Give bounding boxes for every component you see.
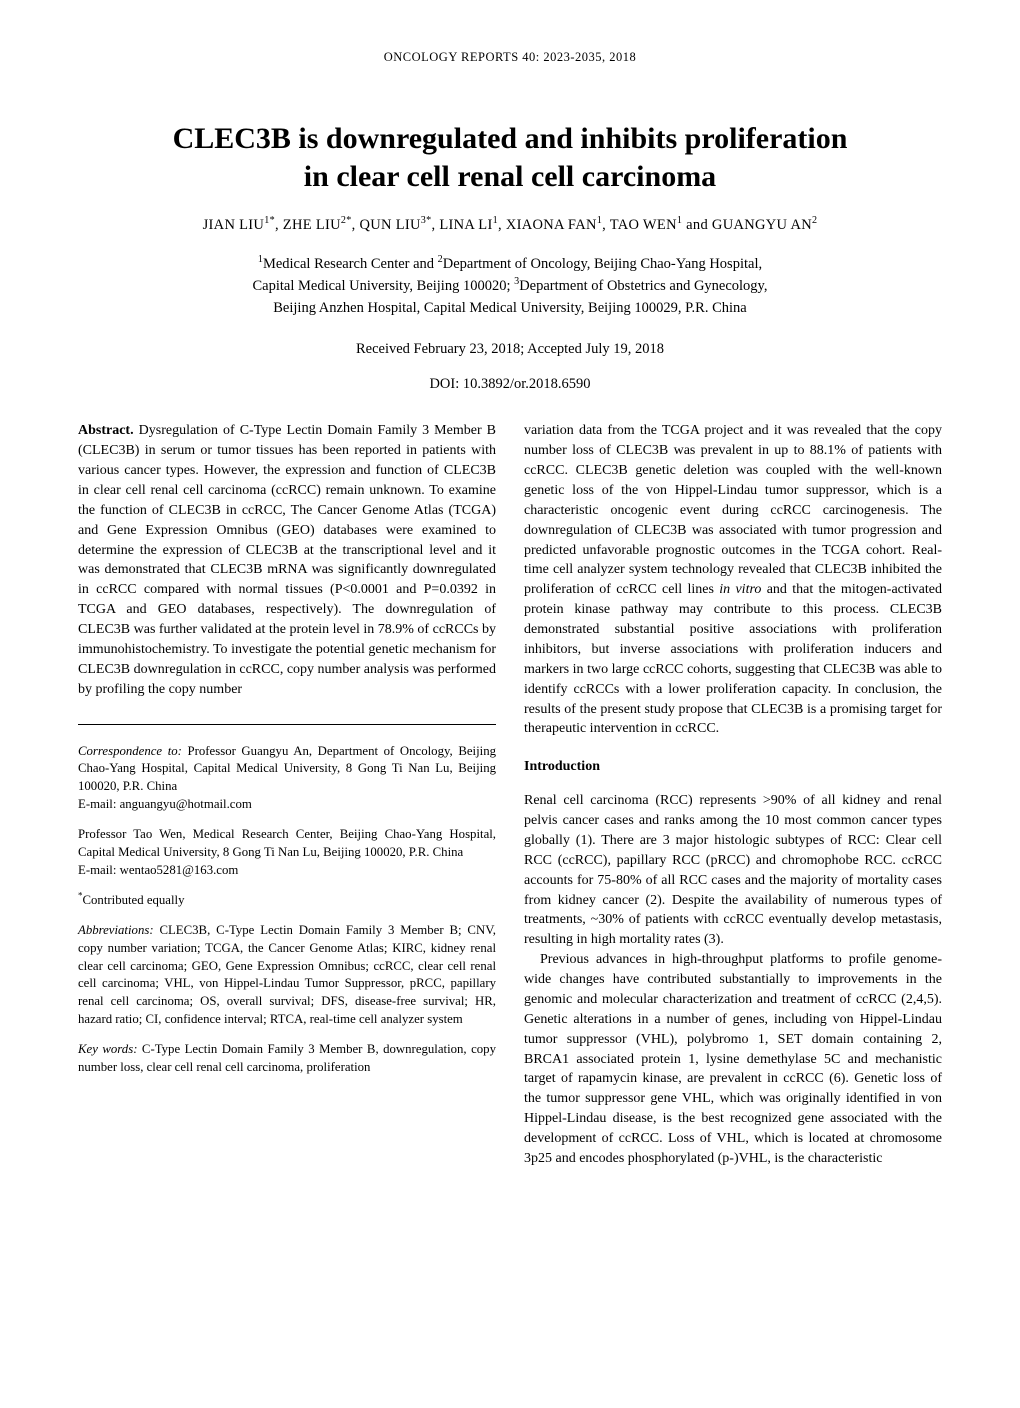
intro-paragraph-2: Previous advances in high-throughput pla… (524, 950, 942, 1169)
divider-line (78, 724, 496, 725)
correspondence-2: Professor Tao Wen, Medical Research Cent… (78, 826, 496, 880)
affiliations: 1Medical Research Center and 2Department… (78, 254, 942, 319)
keywords-label: Key words: (78, 1042, 137, 1056)
intro-paragraph-1: Renal cell carcinoma (RCC) represents >9… (524, 791, 942, 950)
contributed-equally-text: Contributed equally (82, 893, 184, 907)
title-line-1: CLEC3B is downregulated and inhibits pro… (173, 122, 848, 155)
correspondence-2-body: Professor Tao Wen, Medical Research Cent… (78, 827, 496, 859)
authors-list: JIAN LIU1*, ZHE LIU2*, QUN LIU3*, LINA L… (78, 217, 942, 234)
two-column-body: Abstract. Dysregulation of C-Type Lectin… (78, 421, 942, 1169)
title-line-2: in clear cell renal cell carcinoma (304, 160, 716, 193)
introduction-heading: Introduction (524, 757, 942, 777)
correspondence-label: Correspondence to: (78, 744, 182, 758)
correspondence-1-email: E-mail: anguangyu@hotmail.com (78, 797, 252, 811)
correspondence-2-email: E-mail: wentao5281@163.com (78, 863, 238, 877)
keywords-body: C-Type Lectin Domain Family 3 Member B, … (78, 1042, 496, 1074)
keywords: Key words: C-Type Lectin Domain Family 3… (78, 1041, 496, 1077)
correspondence-block: Correspondence to: Professor Guangyu An,… (78, 743, 496, 1078)
abbreviations-body: CLEC3B, C-Type Lectin Domain Family 3 Me… (78, 923, 496, 1027)
abstract-paragraph: Abstract. Dysregulation of C-Type Lectin… (78, 421, 496, 699)
doi: DOI: 10.3892/or.2018.6590 (78, 376, 942, 393)
left-column: Abstract. Dysregulation of C-Type Lectin… (78, 421, 496, 1169)
article-title: CLEC3B is downregulated and inhibits pro… (78, 120, 942, 195)
abstract-text: Dysregulation of C-Type Lectin Domain Fa… (78, 423, 496, 696)
abbreviations-label: Abbreviations: (78, 923, 154, 937)
abbreviations: Abbreviations: CLEC3B, C-Type Lectin Dom… (78, 922, 496, 1029)
right-column: variation data from the TCGA project and… (524, 421, 942, 1169)
correspondence-1: Correspondence to: Professor Guangyu An,… (78, 743, 496, 815)
abstract-label: Abstract. (78, 423, 134, 438)
contributed-equally: *Contributed equally (78, 892, 496, 910)
abstract-continuation: variation data from the TCGA project and… (524, 421, 942, 739)
journal-header: ONCOLOGY REPORTS 40: 2023-2035, 2018 (78, 50, 942, 65)
received-accepted-dates: Received February 23, 2018; Accepted Jul… (78, 341, 942, 358)
